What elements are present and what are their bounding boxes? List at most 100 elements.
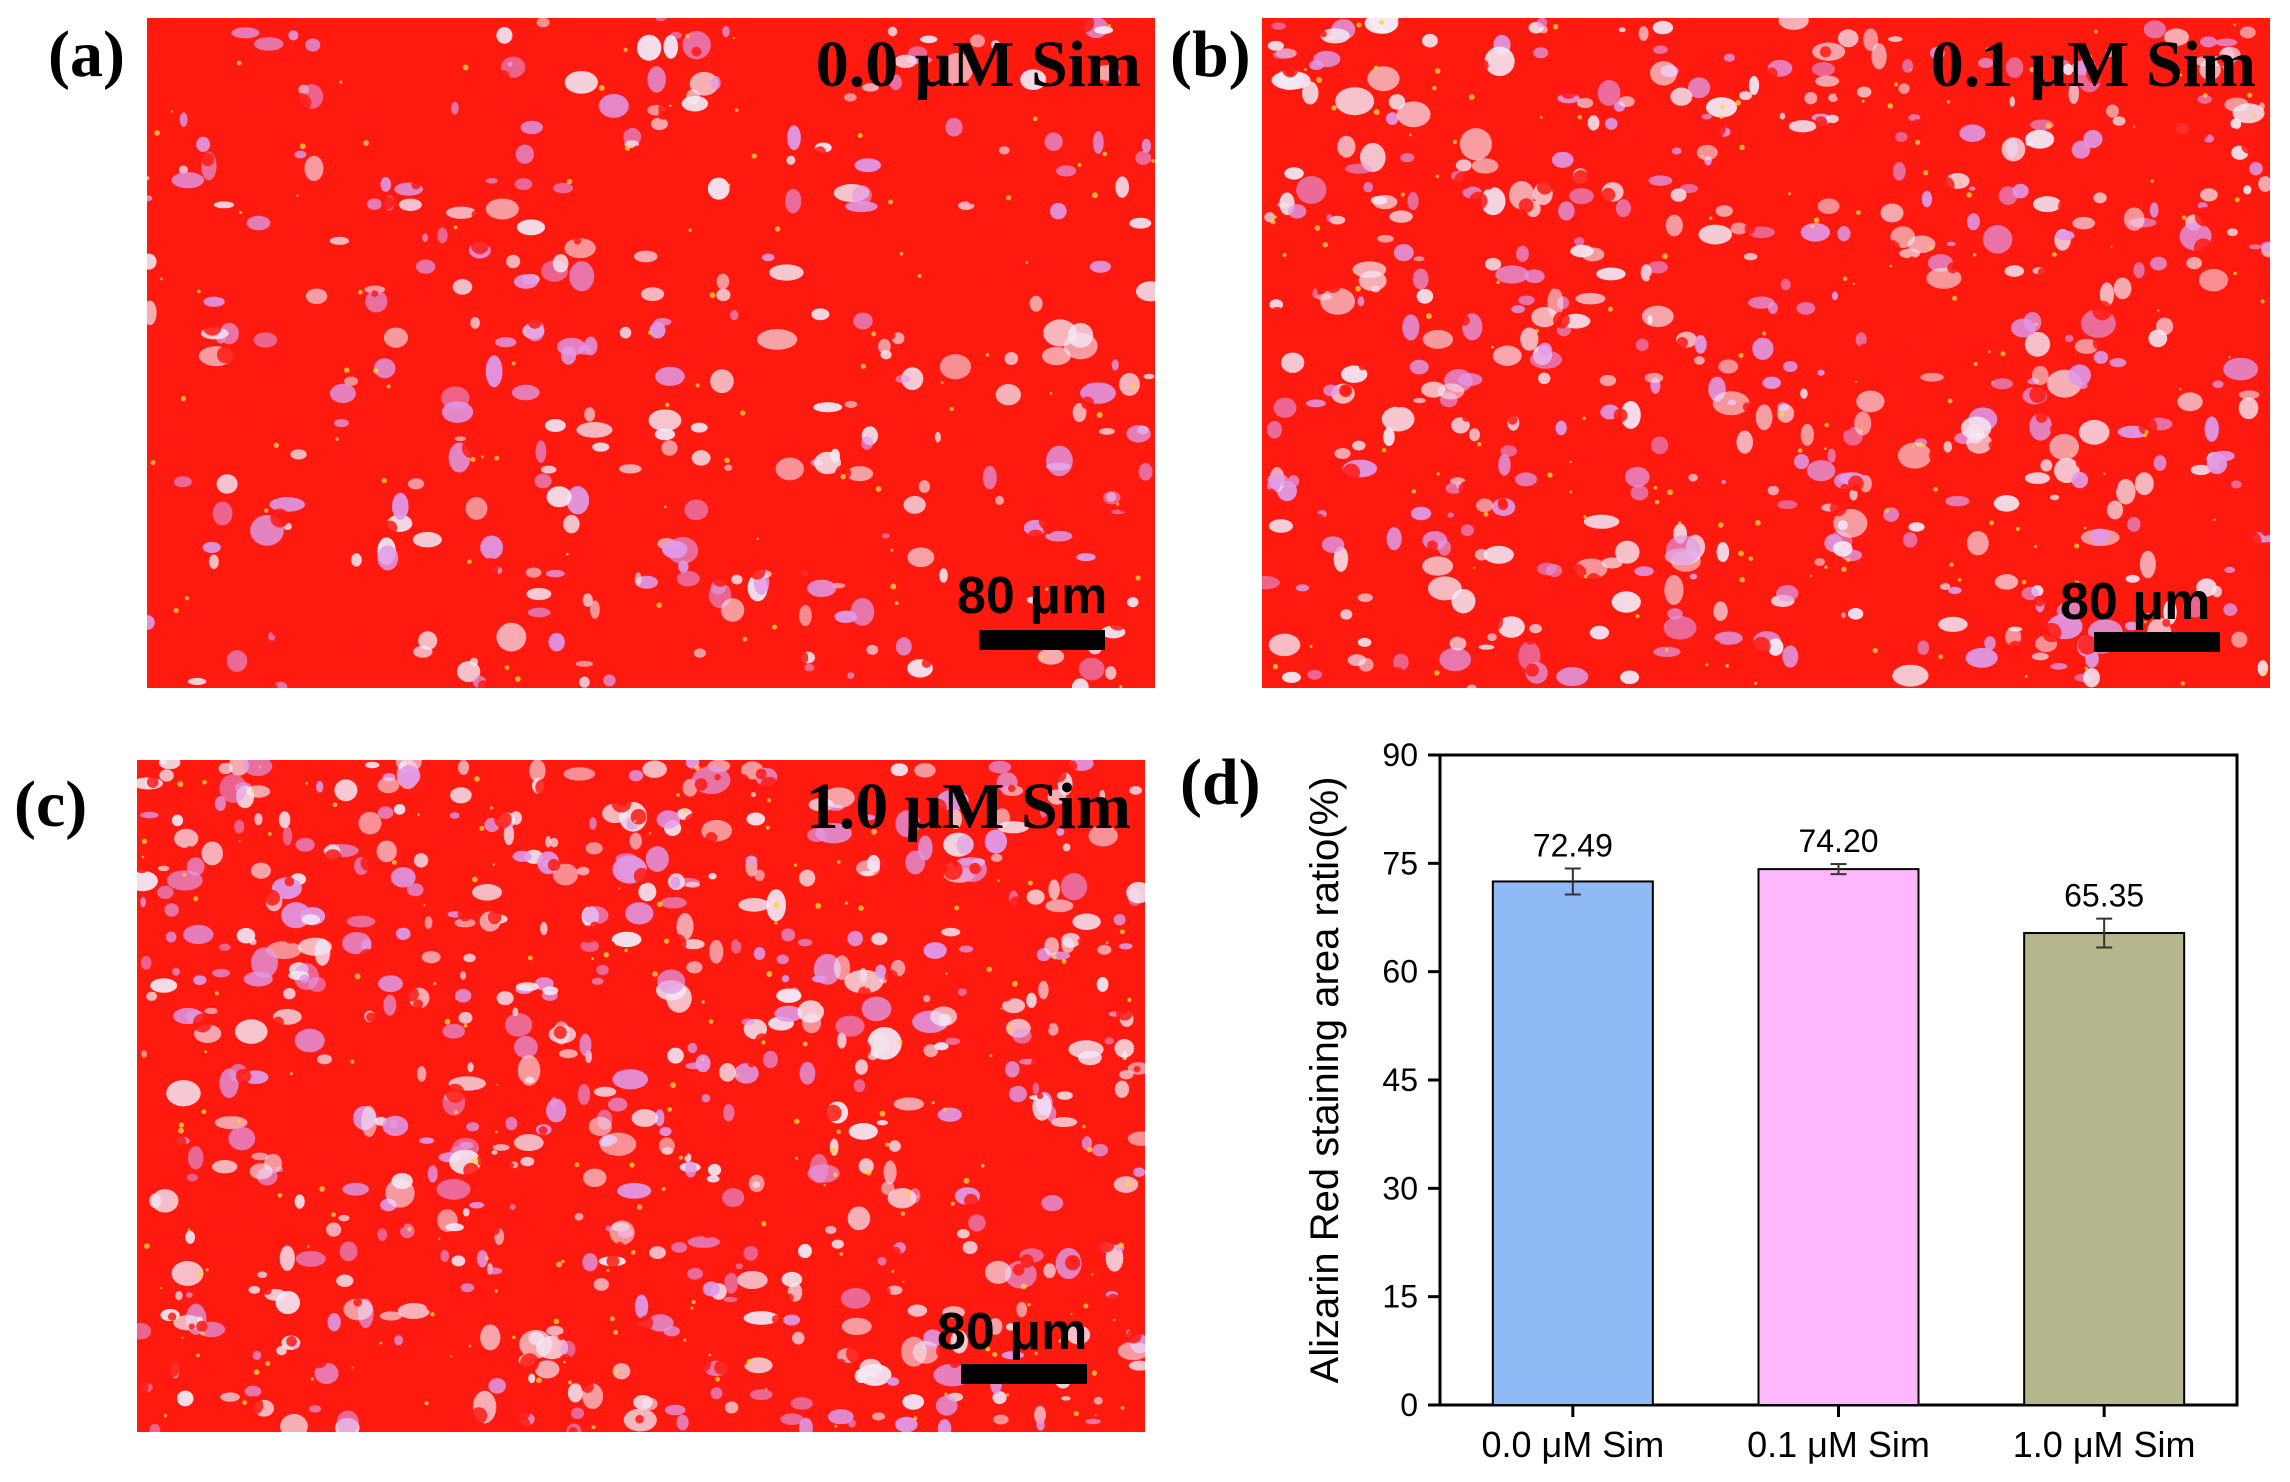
cell-blob <box>1460 524 1474 537</box>
cell-blob <box>982 465 997 490</box>
cell-blob <box>2150 256 2167 271</box>
stain-highlight <box>591 1425 596 1430</box>
cell-blob <box>246 215 271 231</box>
cell-blob <box>798 604 812 627</box>
stain-nodule <box>698 1378 707 1387</box>
cell-blob <box>854 158 882 173</box>
stain-highlight <box>1116 502 1120 506</box>
cell-blob <box>844 969 884 994</box>
cell-blob <box>939 354 972 380</box>
cell-blob <box>956 1229 970 1239</box>
cell-blob <box>941 927 961 937</box>
cell-blob <box>636 34 662 61</box>
cell-blob <box>957 988 967 996</box>
stain-highlight <box>182 872 187 877</box>
cell-blob <box>1066 1325 1091 1345</box>
stain-nodule <box>1390 462 1405 477</box>
stain-nodule <box>1103 559 1123 579</box>
stain-highlight <box>2209 189 2212 192</box>
cell-blob <box>858 1158 874 1174</box>
cell-blob <box>1094 26 1114 35</box>
cell-blob <box>1991 378 2013 390</box>
stain-nodule <box>604 940 616 952</box>
stain-highlight <box>1108 24 1111 28</box>
cell-blob <box>780 1413 804 1425</box>
stain-nodule <box>1548 270 1567 290</box>
cell-blob <box>2032 196 2062 213</box>
stain-nodule <box>173 1135 187 1149</box>
cell-blob <box>1847 607 1864 620</box>
cell-blob <box>2163 600 2177 625</box>
stain-nodule <box>683 1288 704 1308</box>
cell-blob <box>216 474 238 494</box>
cell-blob <box>1671 147 1682 155</box>
cell-blob <box>1005 1323 1017 1331</box>
stain-nodule <box>783 18 790 24</box>
cell-blob <box>1500 445 1517 457</box>
cell-blob <box>566 486 590 515</box>
stain-nodule <box>1613 408 1628 423</box>
cell-blob <box>2071 471 2089 489</box>
stain-nodule <box>1358 363 1367 371</box>
stain-nodule <box>281 45 299 63</box>
cell-blob <box>1012 1028 1032 1044</box>
cell-blob <box>213 201 235 209</box>
stain-nodule <box>475 975 493 993</box>
stain-nodule <box>608 492 625 509</box>
cell-blob <box>901 367 924 391</box>
cell-blob <box>1495 265 1529 284</box>
stain-nodule <box>296 1275 307 1286</box>
stain-nodule <box>657 110 668 120</box>
stain-nodule <box>509 139 519 150</box>
cell-blob <box>1536 562 1557 576</box>
stain-nodule <box>1703 303 1713 313</box>
cell-blob <box>1071 678 1089 688</box>
stain-nodule <box>1586 573 1602 589</box>
stain-nodule <box>312 1356 321 1365</box>
stain-highlight <box>553 1318 560 1325</box>
cell-blob <box>716 273 730 290</box>
cell-blob <box>2260 241 2270 252</box>
cell-blob <box>393 803 406 815</box>
cell-blob <box>2112 116 2126 126</box>
cell-blob <box>1026 992 1037 1009</box>
stain-nodule <box>2241 139 2256 154</box>
stain-highlight <box>1070 1313 1073 1316</box>
stain-nodule <box>1064 999 1073 1008</box>
stain-highlight <box>2034 322 2038 327</box>
stain-highlight <box>772 624 778 630</box>
cell-blob <box>811 975 827 983</box>
cell-blob <box>1427 576 1462 601</box>
stain-highlight <box>1086 1146 1093 1153</box>
stain-highlight <box>1824 422 1829 428</box>
cell-blob <box>440 1249 450 1262</box>
stain-highlight <box>160 277 163 281</box>
cell-blob <box>570 1407 585 1420</box>
cell-blob <box>684 499 709 521</box>
stain-nodule <box>295 1098 307 1110</box>
cell-blob <box>676 1414 689 1431</box>
stain-nodule <box>2025 94 2033 102</box>
stain-nodule <box>623 1297 635 1309</box>
stain-nodule <box>691 46 702 57</box>
stain-highlight <box>1102 151 1108 157</box>
cell-blob <box>612 1069 649 1090</box>
cell-blob <box>1814 557 1825 567</box>
cell-blob <box>397 1303 431 1319</box>
cell-blob <box>807 1164 840 1183</box>
cell-blob <box>663 34 679 59</box>
cell-blob <box>607 1097 628 1112</box>
stain-nodule <box>1612 456 1621 465</box>
stain-highlight <box>1755 520 1761 526</box>
stain-highlight <box>512 1335 516 1340</box>
stain-highlight <box>2024 675 2028 678</box>
stain-nodule <box>520 1353 540 1373</box>
cell-blob <box>2177 392 2203 412</box>
cell-blob <box>534 473 552 489</box>
cell-blob <box>564 238 596 259</box>
cell-blob <box>1615 199 1631 218</box>
cell-blob <box>1126 424 1151 443</box>
cell-blob <box>452 279 473 295</box>
cell-blob <box>394 1335 404 1346</box>
cell-blob <box>137 870 158 892</box>
